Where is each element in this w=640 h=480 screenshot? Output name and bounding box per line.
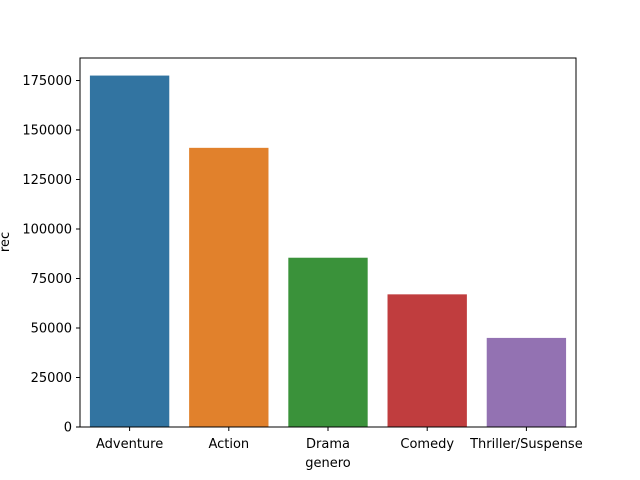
- bar-drama: [288, 257, 368, 427]
- plot-frame: [79, 57, 577, 428]
- x-axis-label: genero: [305, 456, 351, 471]
- y-tick-label: 25000: [31, 371, 72, 386]
- y-tick-label: 75000: [31, 272, 72, 287]
- y-tick-label: 125000: [22, 173, 72, 188]
- x-tick-label: Thriller/Suspense: [469, 437, 583, 452]
- y-tick-label: 150000: [22, 124, 72, 139]
- bar-comedy: [387, 294, 467, 427]
- y-tick-label: 100000: [22, 223, 72, 238]
- bar-action: [189, 147, 269, 427]
- y-tick-label: 50000: [31, 322, 72, 337]
- x-tick-label: Adventure: [96, 437, 163, 452]
- bar-thriller-suspense: [486, 337, 567, 427]
- x-axis-ticks: Adventure Action Drama Comedy Thriller/Suspe…: [96, 427, 583, 452]
- x-tick-label: Drama: [306, 437, 350, 452]
- bars-group: [89, 75, 567, 428]
- y-tick-label: 0: [64, 421, 72, 436]
- x-tick-label: Action: [208, 437, 249, 452]
- bar-adventure: [89, 75, 170, 428]
- y-axis-ticks: 0 25000 50000 75000 100000 125000 150000 175000: [22, 74, 80, 436]
- x-tick-label: Comedy: [400, 437, 454, 452]
- y-tick-label: 175000: [22, 74, 72, 89]
- y-axis-label: rec: [0, 232, 13, 252]
